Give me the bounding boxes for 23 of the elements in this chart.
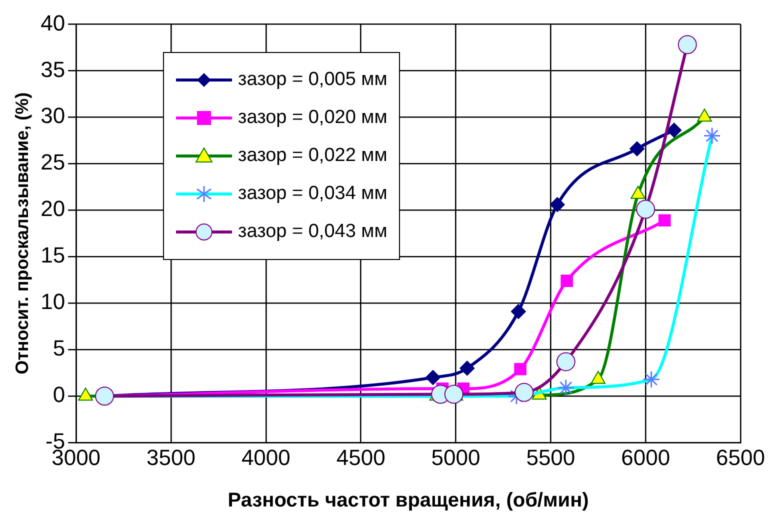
- x-tick-label: 5500: [526, 444, 576, 470]
- x-axis-title: Разность частот вращения, (об/мин): [228, 490, 589, 512]
- y-tick-label: 10: [40, 289, 66, 314]
- y-tick-label: 0: [52, 382, 66, 408]
- x-tick-label: 6000: [621, 444, 670, 470]
- y-axis-title: Относит. проскальзывание, (%): [12, 92, 32, 374]
- y-tick-label: 30: [40, 103, 66, 128]
- x-tick-label: 6500: [716, 444, 766, 470]
- x-tick-label: 5000: [431, 444, 480, 470]
- x-tick-label: 4000: [241, 444, 290, 470]
- y-tick-label: 5: [52, 336, 66, 361]
- y-tick-label: 35: [40, 56, 66, 82]
- y-tick-label: 20: [40, 196, 66, 222]
- y-tick-label: 15: [40, 242, 66, 268]
- legend-label: зазор = 0,005 мм: [238, 69, 388, 91]
- legend-label: зазор = 0,020 мм: [238, 107, 388, 129]
- legend-label: зазор = 0,022 мм: [238, 145, 388, 167]
- y-tick-label: 40: [40, 10, 66, 36]
- legend-label: зазор = 0,034 мм: [238, 183, 388, 205]
- y-tick-label: 25: [40, 150, 66, 175]
- legend-label: зазор = 0,043 мм: [238, 221, 388, 243]
- x-tick-label: 4500: [336, 444, 386, 470]
- x-tick-label: 3500: [146, 444, 196, 470]
